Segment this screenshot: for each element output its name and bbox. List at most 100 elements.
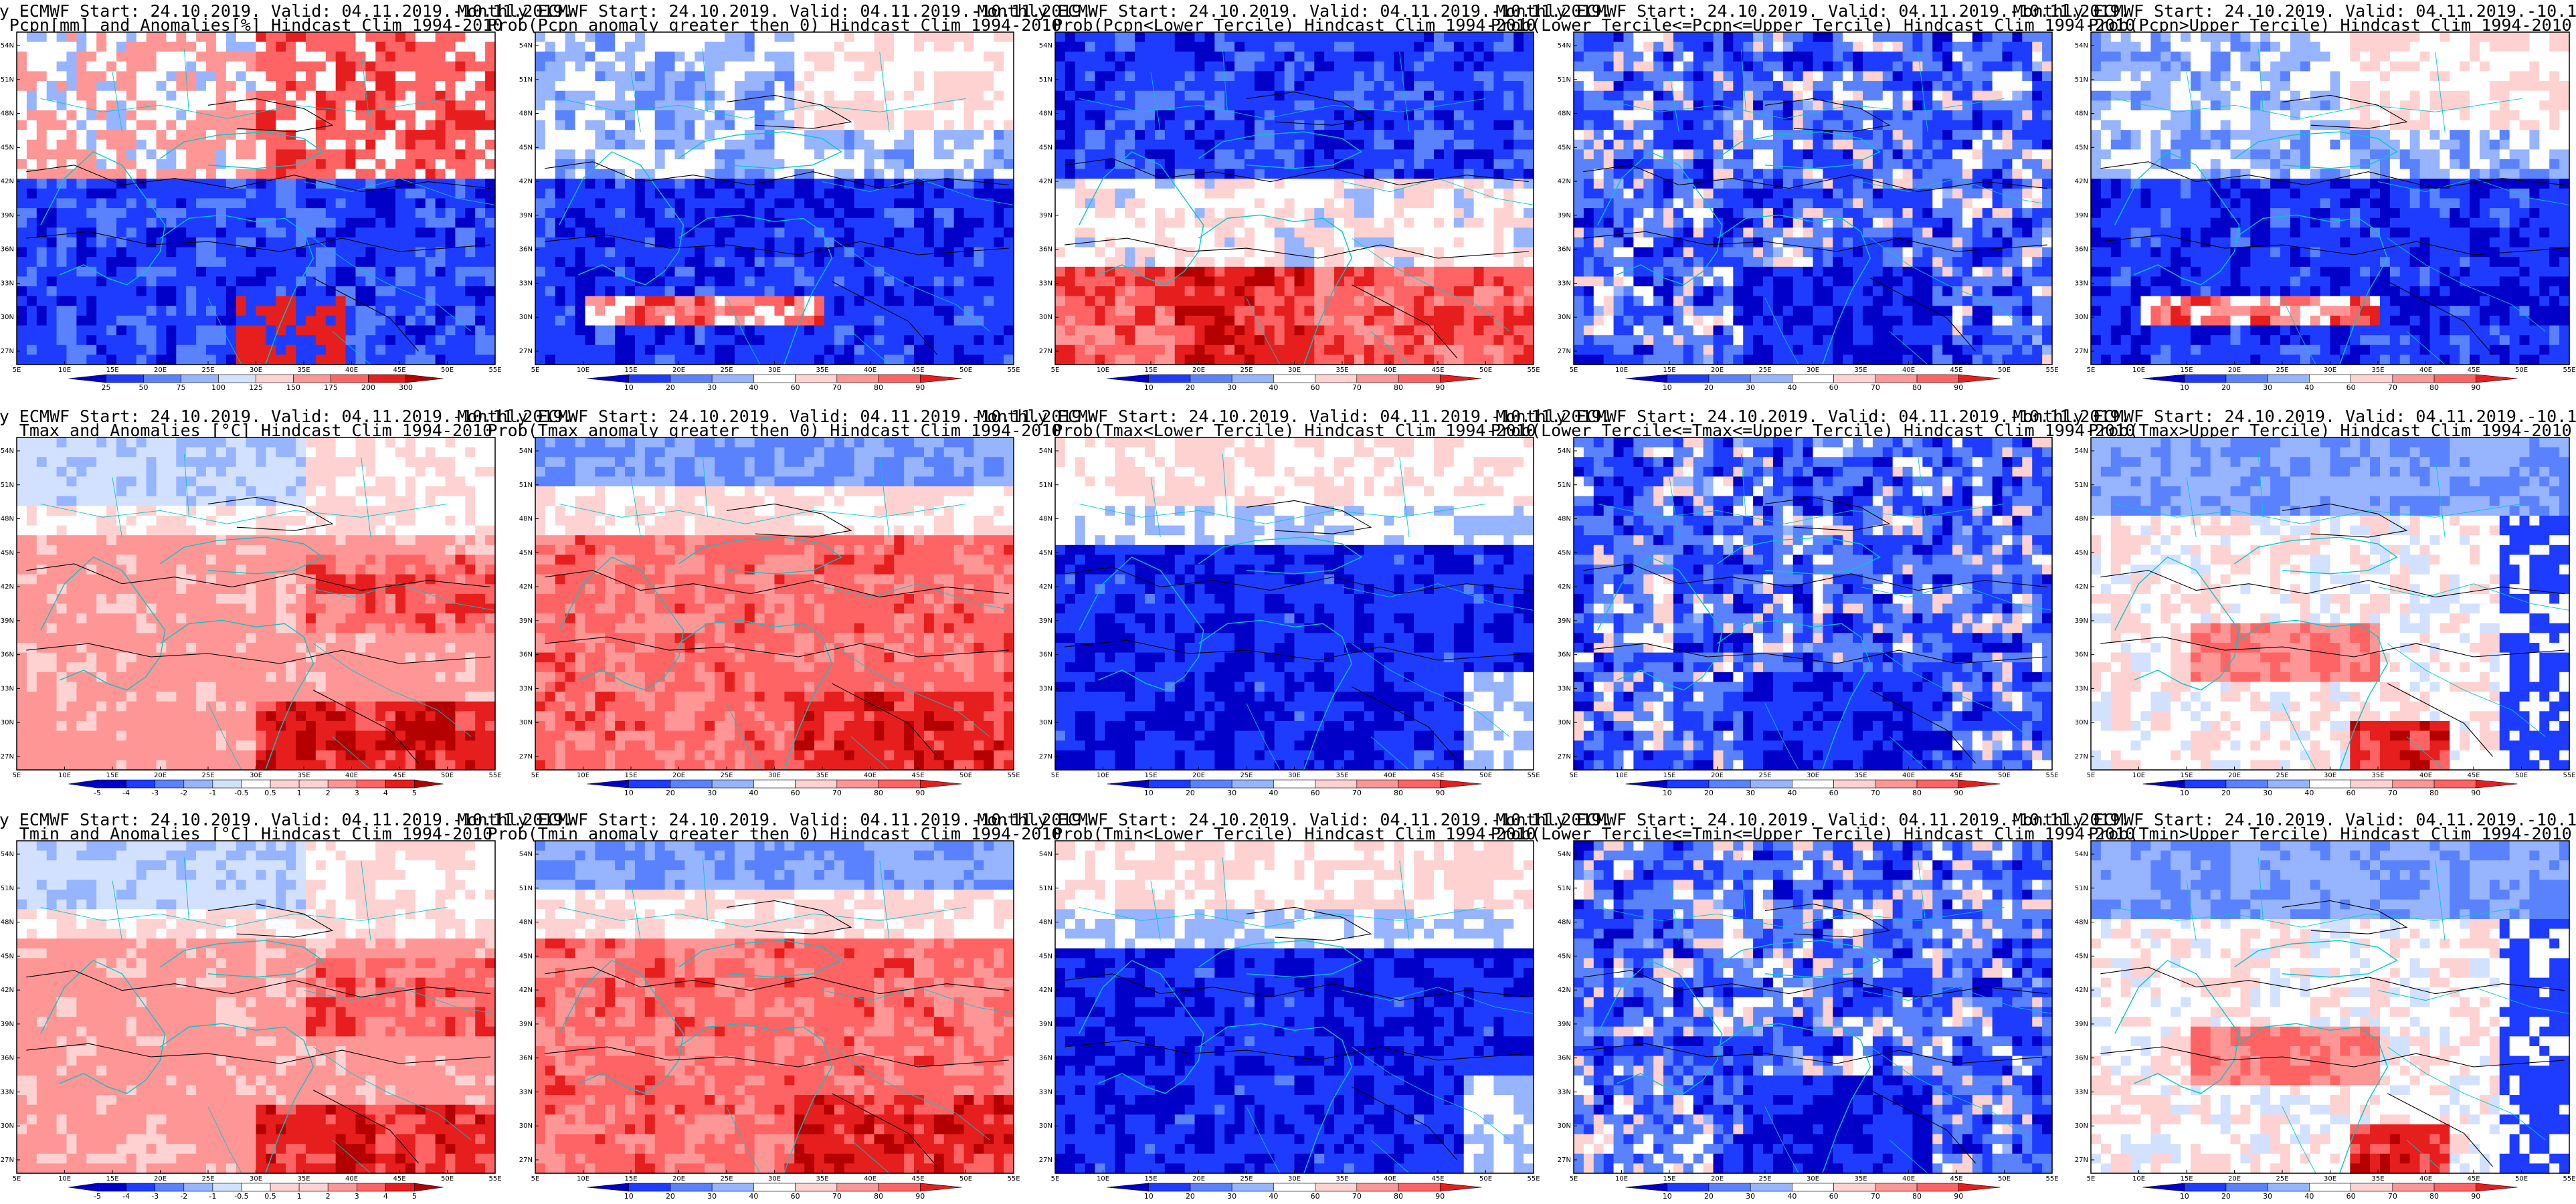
lat-tick-label: 36N bbox=[519, 246, 533, 254]
lat-tick-label: 54N bbox=[1558, 447, 1571, 455]
colorbar-swatch bbox=[242, 1183, 270, 1191]
lat-tick-label: 51N bbox=[1039, 885, 1052, 892]
lon-tick-label: 25E bbox=[2276, 1175, 2288, 1183]
colorbar: 10 20 30 40 60 70 80 90 bbox=[1107, 375, 1482, 392]
lon-tick-label: 5E bbox=[2087, 772, 2096, 779]
lat-tick-label: 54N bbox=[2075, 851, 2088, 858]
colorbar-label: 30 bbox=[1227, 1192, 1236, 1201]
lon-tick-label: 10E bbox=[1097, 367, 1109, 374]
lat-tick-label: 27N bbox=[1, 753, 14, 761]
lon-tick-label: 20E bbox=[154, 1175, 167, 1183]
colorbar-label: 25 bbox=[102, 383, 111, 392]
colorbar: 10 20 30 40 60 70 80 90 bbox=[1626, 780, 2001, 797]
lon-tick-label: 45E bbox=[393, 772, 405, 779]
lon-tick-label: 50E bbox=[1479, 367, 1492, 374]
lon-tick-label: 30E bbox=[2324, 772, 2336, 779]
lat-tick-label: 45N bbox=[2075, 549, 2088, 557]
lat-tick-label: 42N bbox=[519, 583, 533, 591]
colorbar-label: 80 bbox=[1912, 1192, 1922, 1201]
colorbar-swatch bbox=[1709, 1183, 1750, 1191]
colorbar-label: -0.5 bbox=[234, 789, 248, 797]
colorbar-swatch bbox=[629, 780, 670, 788]
colorbar-swatch bbox=[1273, 375, 1315, 383]
lat-tick-label: 39N bbox=[2075, 1021, 2088, 1028]
colorbar-swatch bbox=[126, 780, 155, 788]
colorbar-label: 20 bbox=[666, 1192, 675, 1201]
colorbar-swatch bbox=[219, 375, 256, 383]
lat-tick-label: 39N bbox=[519, 212, 533, 219]
lon-tick-label: 50E bbox=[959, 1175, 972, 1183]
lon-tick-label: 20E bbox=[1711, 1175, 1724, 1183]
lon-tick-label: 45E bbox=[911, 367, 924, 374]
colorbar-swatch bbox=[2476, 375, 2517, 383]
colorbar-swatch bbox=[2393, 780, 2434, 788]
colorbar-label: 10 bbox=[1663, 1192, 1672, 1201]
colorbar-swatch bbox=[406, 375, 444, 383]
lat-tick-label: 30N bbox=[2075, 314, 2088, 321]
lat-tick-label: 27N bbox=[1558, 348, 1571, 355]
colorbar-swatch bbox=[1440, 375, 1481, 383]
lon-tick-label: 50E bbox=[959, 772, 972, 779]
lon-tick-label: 10E bbox=[1097, 1175, 1109, 1183]
lat-tick-label: 42N bbox=[1558, 178, 1571, 185]
colorbar-swatch bbox=[1149, 780, 1190, 788]
colorbar-label: 10 bbox=[1144, 383, 1154, 392]
lon-tick-label: 55E bbox=[1527, 1175, 1540, 1183]
lat-tick-label: 27N bbox=[2075, 1157, 2088, 1164]
colorbar-label: 60 bbox=[791, 789, 800, 797]
colorbar-label: 0.5 bbox=[264, 1192, 276, 1201]
colorbar-swatch bbox=[712, 1183, 753, 1191]
lon-tick-label: 20E bbox=[672, 772, 685, 779]
colorbar-swatch bbox=[670, 780, 712, 788]
colorbar-swatch bbox=[414, 1183, 443, 1191]
colorbar-label: 30 bbox=[707, 1192, 717, 1201]
colorbar: 10 20 30 40 60 70 80 90 bbox=[587, 375, 962, 392]
colorbar-swatch bbox=[1626, 1183, 1667, 1191]
lon-tick-label: 20E bbox=[672, 1175, 685, 1183]
lat-tick-label: 36N bbox=[1558, 651, 1571, 659]
lon-tick-label: 25E bbox=[1240, 772, 1253, 779]
lon-tick-label: 10E bbox=[58, 1175, 71, 1183]
colorbar-label: 10 bbox=[2180, 383, 2189, 392]
map-panel: Monthly ECMWF Start: 24.10.2019. Valid: … bbox=[0, 1, 573, 392]
colorbar-swatch bbox=[2434, 1183, 2476, 1191]
lon-tick-label: 30E bbox=[1288, 1175, 1301, 1183]
lon-tick-label: 40E bbox=[1384, 367, 1396, 374]
lon-tick-label: 40E bbox=[2419, 772, 2432, 779]
colorbar-swatch bbox=[1917, 1183, 1958, 1191]
colorbar-label: -4 bbox=[122, 789, 130, 797]
lon-tick-label: 40E bbox=[1902, 1175, 1915, 1183]
lon-tick-label: 15E bbox=[624, 1175, 637, 1183]
lon-tick-label: 20E bbox=[672, 367, 685, 374]
lat-tick-label: 51N bbox=[1, 482, 14, 489]
colorbar-swatch bbox=[879, 780, 920, 788]
lat-tick-label: 39N bbox=[1558, 1021, 1571, 1028]
colorbar-label: 30 bbox=[1746, 1192, 1755, 1201]
lon-tick-label: 40E bbox=[345, 1175, 358, 1183]
lon-tick-label: 50E bbox=[441, 1175, 454, 1183]
lat-tick-label: 45N bbox=[1039, 952, 1052, 960]
lat-tick-label: 33N bbox=[1558, 280, 1571, 287]
lon-tick-label: 55E bbox=[1527, 772, 1540, 779]
colorbar-swatch bbox=[357, 1183, 385, 1191]
lat-tick-label: 27N bbox=[1558, 753, 1571, 761]
lon-tick-label: 45E bbox=[911, 772, 924, 779]
lat-tick-label: 54N bbox=[1039, 851, 1052, 858]
lat-tick-label: 48N bbox=[519, 110, 533, 118]
colorbar-swatch bbox=[1834, 780, 1875, 788]
lat-tick-label: 42N bbox=[1, 178, 14, 185]
lon-tick-label: 15E bbox=[106, 1175, 118, 1183]
lon-tick-label: 30E bbox=[768, 367, 781, 374]
colorbar-swatch bbox=[155, 1183, 184, 1191]
lon-tick-label: 25E bbox=[1758, 772, 1771, 779]
lon-tick-label: 5E bbox=[1051, 367, 1060, 374]
lon-tick-label: 25E bbox=[201, 1175, 214, 1183]
lon-tick-label: 25E bbox=[720, 367, 733, 374]
shaded-field bbox=[2091, 32, 2570, 365]
shaded-field bbox=[535, 841, 1014, 1174]
map-panel: Monthly ECMWF Start: 24.10.2019. Valid: … bbox=[977, 810, 1611, 1201]
lon-tick-label: 40E bbox=[2419, 367, 2432, 374]
colorbar-label: 80 bbox=[1912, 789, 1922, 797]
lon-tick-label: 30E bbox=[2324, 367, 2336, 374]
colorbar-label: 60 bbox=[791, 383, 800, 392]
